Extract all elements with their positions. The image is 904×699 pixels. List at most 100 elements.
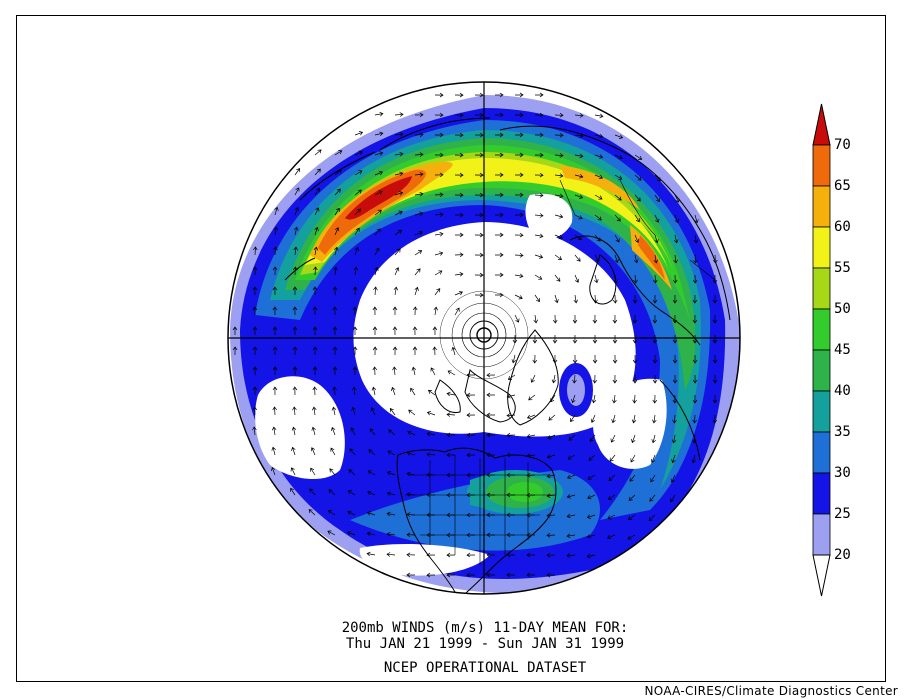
- wind-arrow: [311, 426, 316, 436]
- wind-arrow: [454, 232, 464, 238]
- wind-arrow: [712, 335, 718, 344]
- wind-arrow: [374, 151, 384, 156]
- wind-arrow: [570, 414, 576, 423]
- wind-arrow: [352, 286, 358, 296]
- wind-arrow: [692, 374, 698, 384]
- wind-arrow: [332, 366, 338, 375]
- wind-arrow: [474, 132, 484, 138]
- wind-arrow: [672, 335, 678, 344]
- wind-arrow: [350, 427, 356, 436]
- wind-arrow: [327, 510, 336, 516]
- wind-arrow: [451, 346, 456, 356]
- wind-arrow: [369, 428, 376, 436]
- wind-arrow: [271, 466, 276, 476]
- wind-arrow: [592, 374, 598, 384]
- wind-arrow: [232, 346, 238, 356]
- wind-arrow: [632, 335, 638, 344]
- wind-arrow: [446, 391, 456, 397]
- wind-arrow: [612, 354, 618, 364]
- wind-arrow: [554, 214, 564, 219]
- wind-arrow: [329, 468, 336, 476]
- wind-arrow: [290, 487, 296, 496]
- wind-arrow: [347, 510, 356, 516]
- wind-arrow: [574, 274, 580, 283]
- wind-arrow: [486, 392, 496, 398]
- wind-arrow: [348, 469, 356, 476]
- wind-arrow: [292, 326, 298, 335]
- wind-arrow: [566, 553, 576, 558]
- wind-arrow: [535, 132, 544, 138]
- wind-arrow: [607, 494, 616, 500]
- wind-arrow: [554, 133, 564, 138]
- wind-arrow: [528, 394, 536, 401]
- wind-arrow: [594, 274, 599, 284]
- wind-arrow: [632, 375, 638, 384]
- wind-arrow: [293, 246, 298, 256]
- wind-arrow: [346, 531, 356, 536]
- wind-arrow: [612, 394, 617, 404]
- wind-arrow: [591, 394, 597, 404]
- wind-arrow: [466, 412, 476, 418]
- colorbar-tick-label: 25: [834, 506, 851, 522]
- wind-arrow: [712, 294, 718, 304]
- colorbar-swatch: [812, 267, 831, 310]
- wind-arrow: [514, 92, 524, 98]
- plot-frame: [16, 15, 886, 682]
- wind-arrow: [312, 386, 318, 396]
- wind-arrow: [394, 229, 403, 236]
- wind-arrow: [494, 132, 504, 138]
- wind-arrow: [692, 274, 698, 284]
- wind-arrow: [330, 447, 336, 456]
- wind-arrow: [392, 326, 398, 336]
- wind-arrow: [374, 228, 381, 236]
- wind-arrow: [366, 551, 376, 557]
- wind-arrow: [394, 171, 404, 177]
- wind-arrow: [393, 286, 399, 296]
- wind-arrow: [311, 406, 317, 416]
- wind-arrow: [292, 366, 298, 376]
- colorbar-swatch: [812, 308, 831, 351]
- wind-arrow: [454, 112, 464, 118]
- colorbar-cap-top: [812, 103, 831, 146]
- wind-arrow: [314, 149, 322, 156]
- blue-pocket: [559, 363, 593, 417]
- wind-arrow: [446, 432, 456, 438]
- wind-arrow: [294, 206, 299, 216]
- wind-arrow: [506, 572, 516, 578]
- wind-arrow: [414, 112, 424, 118]
- wind-arrow: [454, 271, 464, 277]
- wind-arrow: [534, 233, 544, 239]
- wind-arrow: [694, 214, 699, 224]
- wind-arrow: [631, 414, 637, 424]
- wind-arrow: [434, 288, 441, 296]
- wind-arrow: [414, 172, 424, 177]
- wind-arrow: [394, 267, 400, 276]
- wind-arrow: [693, 234, 699, 244]
- wind-arrow: [334, 188, 341, 196]
- wind-arrow: [272, 406, 277, 416]
- wind-arrow: [627, 514, 636, 520]
- wind-arrow: [454, 132, 464, 138]
- wind-arrow: [272, 286, 278, 296]
- wind-arrow: [486, 572, 496, 578]
- wind-arrow: [427, 389, 436, 396]
- wind-arrow: [629, 474, 636, 482]
- wind-arrow: [252, 406, 258, 416]
- wind-arrow: [312, 306, 318, 316]
- wind-arrow: [412, 326, 418, 336]
- wind-arrow: [406, 532, 416, 537]
- wind-arrow: [554, 193, 564, 199]
- wind-arrow: [654, 194, 660, 203]
- wind-arrow: [332, 386, 337, 396]
- wind-arrow: [313, 246, 319, 256]
- wind-arrow: [530, 374, 536, 383]
- colorbar-tick-label: 55: [834, 260, 851, 276]
- wind-arrow: [474, 112, 484, 118]
- colorbar-swatch: [812, 513, 831, 556]
- wind-arrow: [634, 174, 642, 181]
- wind-arrow: [587, 494, 596, 500]
- wind-arrow: [292, 346, 298, 356]
- wind-arrow: [392, 346, 398, 356]
- wind-arrow: [546, 552, 556, 558]
